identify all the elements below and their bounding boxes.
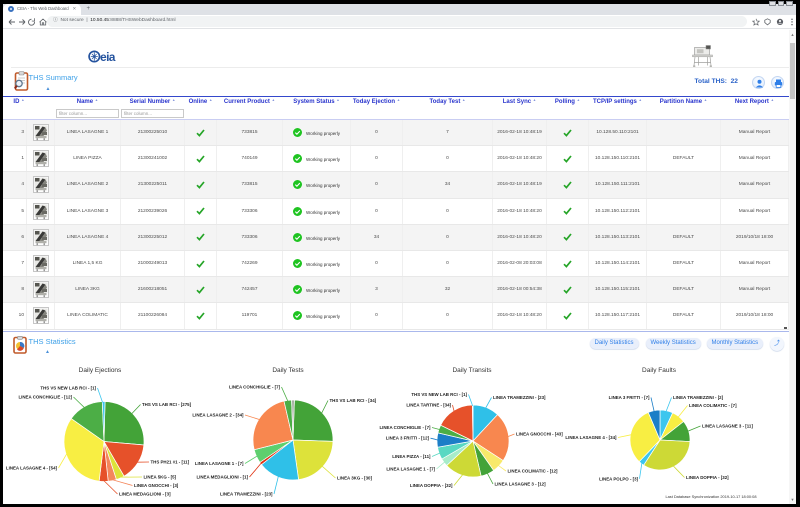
svg-text:LINEA CONCHIGLIE - [12]: LINEA CONCHIGLIE - [12] (18, 395, 72, 400)
svg-text:LINEA LASAGNE 4 - [54]: LINEA LASAGNE 4 - [54] (6, 466, 58, 471)
svg-text:LINEA PIZZA - [11]: LINEA PIZZA - [11] (392, 454, 431, 459)
svg-text:eia: eia (100, 50, 116, 64)
svg-text:LINEA GNOCCHI - [43]: LINEA GNOCCHI - [43] (516, 432, 563, 437)
svg-text:LINEA 3 FRITTI - [12]: LINEA 3 FRITTI - [12] (386, 436, 430, 441)
svg-text:LINEA TRAMEZZINI - [23]: LINEA TRAMEZZINI - [23] (493, 395, 546, 400)
svg-text:THS VS NEW LAB RCI - [1]: THS VS NEW LAB RCI - [1] (411, 392, 467, 397)
svg-text:LINEA DOPPIA - [32]: LINEA DOPPIA - [32] (686, 475, 729, 480)
svg-text:LINEA LASAGNE 2 - [34]: LINEA LASAGNE 2 - [34] (192, 413, 244, 418)
svg-text:LINEA LASAGNE 1 - [7]: LINEA LASAGNE 1 - [7] (195, 461, 244, 466)
svg-text:THS VS LAB RCI - [275]: THS VS LAB RCI - [275] (142, 402, 192, 407)
svg-text:LINEA DOPPIA - [32]: LINEA DOPPIA - [32] (410, 483, 453, 488)
svg-text:LINEA GNOCCHI - [3]: LINEA GNOCCHI - [3] (134, 483, 179, 488)
svg-text:LINEA COLIMATIC - [7]: LINEA COLIMATIC - [7] (689, 403, 737, 408)
svg-text:LINEA MEDAGLIONI - [3]: LINEA MEDAGLIONI - [3] (119, 492, 171, 497)
svg-text:Daily Tests: Daily Tests (272, 367, 304, 374)
svg-text:LINEA 5KG - [5]: LINEA 5KG - [5] (144, 475, 177, 480)
svg-text:LINEA MEDAGLIONI - [1]: LINEA MEDAGLIONI - [1] (196, 475, 248, 480)
svg-text:LINEA TARTINE - [34]: LINEA TARTINE - [34] (406, 403, 451, 408)
svg-text:LINEA CONCHIGLIE - [7]: LINEA CONCHIGLIE - [7] (379, 425, 431, 430)
svg-text:LINEA 3 FRITTI - [7]: LINEA 3 FRITTI - [7] (609, 395, 650, 400)
svg-text:LINEA POLPO - [3]: LINEA POLPO - [3] (599, 476, 638, 481)
svg-text:LINEA TRAMEZZINI - [23]: LINEA TRAMEZZINI - [23] (220, 492, 273, 497)
svg-text:LINEA LASAGNE 4 - [34]: LINEA LASAGNE 4 - [34] (565, 435, 617, 440)
svg-text:Daily Ejections: Daily Ejections (79, 367, 122, 374)
svg-text:THS VS LAB RCI - [34]: THS VS LAB RCI - [34] (330, 398, 377, 403)
svg-text:LINEA COLIMATIC - [12]: LINEA COLIMATIC - [12] (508, 469, 559, 474)
svg-text:LINEA 3KG - [30]: LINEA 3KG - [30] (337, 476, 373, 481)
svg-text:LINEA TRAMEZZINI - [2]: LINEA TRAMEZZINI - [2] (673, 395, 724, 400)
svg-text:THS PH21 #1 - [11]: THS PH21 #1 - [11] (151, 460, 190, 465)
svg-text:Daily Transits: Daily Transits (452, 367, 492, 374)
svg-text:LINEA CONCHIGLIE - [7]: LINEA CONCHIGLIE - [7] (229, 385, 281, 390)
svg-text:LINEA LASAGNE 3 - [11]: LINEA LASAGNE 3 - [11] (702, 424, 753, 429)
svg-text:LINEA LASAGNE 3 - [12]: LINEA LASAGNE 3 - [12] (495, 482, 547, 487)
svg-text:Daily Faults: Daily Faults (642, 367, 677, 374)
svg-text:THS VS NEW LAB RCI - [1]: THS VS NEW LAB RCI - [1] (40, 386, 96, 391)
svg-text:LINEA LASAGNE 1 - [7]: LINEA LASAGNE 1 - [7] (386, 467, 435, 472)
